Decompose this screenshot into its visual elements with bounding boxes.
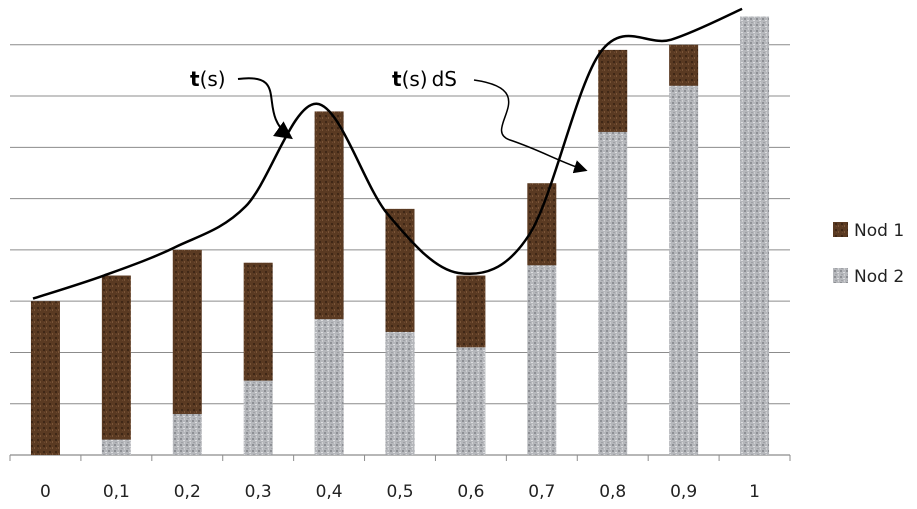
annotation-tds-bold: t [392,67,402,91]
x-tick-label: 0,2 [174,482,201,502]
x-tick-label: 0,4 [316,482,343,502]
annotation-tds-label: t(s) dS [392,67,457,91]
bar-nod2-0,9 [669,85,699,455]
legend-label-nod1: Nod 1 [854,221,904,241]
bar-nod2-0,3 [243,380,273,455]
annotation-ts-label: t(s) [190,67,226,91]
ts-curve [32,7,743,300]
bar-nod1-0,1 [101,275,131,440]
annotation-tds-arrow [473,79,588,174]
x-tick-label: 0,6 [457,482,484,502]
x-tick-labels: 0 0,1 0,2 0,3 0,4 0,5 0,6 0,7 0,8 0,9 1 [40,482,760,502]
bar-nod2-0,7 [527,265,557,455]
bar-nod2-0,4 [314,319,344,455]
bar-nod2-0,2 [172,413,202,455]
bar-nod1-0,8 [598,49,628,132]
x-tick-label: 0,5 [386,482,413,502]
bar-nod2-0,1 [101,439,131,455]
bar-nod2-1 [740,16,770,455]
annotation-ts-rest: (s) [200,67,226,91]
bar-nod1-0,6 [456,275,486,348]
bar-nod1-0,9 [669,44,699,86]
x-tick-label: 0,1 [103,482,130,502]
annotation-tds-rest: (s) dS [402,67,457,91]
bar-nod2-0,5 [385,331,415,455]
bar-nod2-0,6 [456,347,486,455]
x-tick-label: 1 [749,482,760,502]
legend-label-nod2: Nod 2 [854,267,904,287]
legend-swatch-nod2 [833,268,848,283]
curve-layer [32,7,743,300]
bar-nod1-0,4 [314,111,344,320]
x-tick-label: 0,8 [599,482,626,502]
legend-swatch-nod1 [833,222,848,237]
bar-nod1-0,7 [527,183,557,266]
x-tick-label: 0,3 [245,482,272,502]
annotation-ts-arrow [237,77,293,140]
annotation-ts-bold: t [190,67,200,91]
x-tick-label: 0,9 [670,482,697,502]
bar-nod1-0,2 [172,249,202,414]
bar-nod2-0,8 [598,131,628,455]
bars [30,16,770,455]
annotation-tds: t(s) dS [392,67,588,174]
x-tick-label: 0,7 [528,482,555,502]
legend: Nod 1 Nod 2 [833,221,904,287]
x-axis [9,454,791,461]
x-tick-label: 0 [40,482,51,502]
bar-nod1-0 [30,301,60,455]
bar-nod1-0,3 [243,262,273,381]
annotation-ts: t(s) [190,67,293,140]
